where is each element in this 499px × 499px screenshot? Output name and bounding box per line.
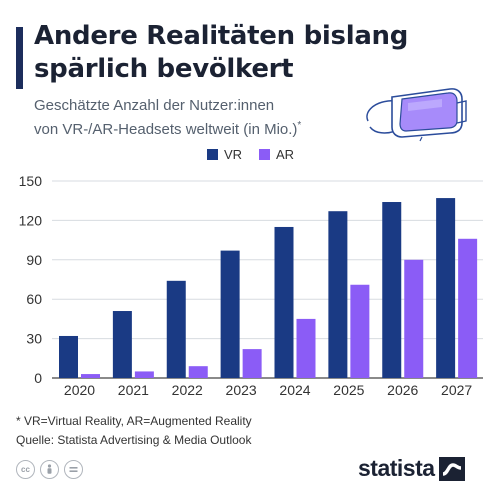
bar-vr bbox=[328, 211, 348, 378]
legend-item-ar: AR bbox=[259, 147, 294, 162]
bar-vr bbox=[274, 226, 294, 378]
legend-item-vr: VR bbox=[207, 147, 242, 162]
subtitle-line-1: Geschätzte Anzahl der Nutzer:innen bbox=[34, 97, 275, 114]
y-tick-label: 150 bbox=[19, 173, 43, 189]
x-tick-label: 2021 bbox=[118, 382, 149, 398]
vr-headset-illustration-icon bbox=[366, 88, 467, 142]
statista-logo[interactable]: statista bbox=[358, 455, 465, 482]
bar-vr bbox=[436, 198, 456, 378]
y-tick-label: 90 bbox=[26, 252, 42, 268]
bar-ar bbox=[350, 284, 370, 378]
footnote-block: * VR=Virtual Reality, AR=Augmented Reali… bbox=[16, 412, 252, 450]
bar-vr bbox=[220, 250, 240, 378]
title-line-2: spärlich bevölkert bbox=[34, 54, 294, 84]
legend-label-ar: AR bbox=[276, 147, 295, 162]
bar-ar bbox=[188, 366, 208, 378]
x-tick-label: 2026 bbox=[387, 382, 418, 398]
legend-swatch-vr bbox=[207, 149, 218, 160]
license-icons: cc bbox=[16, 460, 88, 479]
footnote-text: * VR=Virtual Reality, AR=Augmented Reali… bbox=[16, 414, 252, 428]
y-tick-label: 60 bbox=[26, 291, 42, 307]
bar-vr bbox=[112, 311, 132, 378]
cc-icon[interactable]: cc bbox=[16, 460, 35, 479]
x-tick-label: 2024 bbox=[279, 382, 310, 398]
attribution-icon[interactable] bbox=[40, 460, 59, 479]
no-derivatives-icon[interactable] bbox=[64, 460, 83, 479]
x-tick-label: 2027 bbox=[441, 382, 472, 398]
bar-ar bbox=[404, 259, 424, 378]
x-tick-label: 2023 bbox=[226, 382, 257, 398]
bar-ar bbox=[134, 371, 154, 378]
y-tick-label: 30 bbox=[26, 331, 42, 347]
bar-vr bbox=[382, 202, 402, 378]
bar-vr bbox=[59, 335, 78, 378]
bar-ar bbox=[81, 374, 100, 378]
title-accent-bar bbox=[16, 27, 23, 89]
logo-wordmark: statista bbox=[358, 455, 435, 481]
bar-ar bbox=[296, 318, 316, 378]
title-line-1: Andere Realitäten bislang bbox=[34, 21, 409, 51]
subtitle-footnote-mark: * bbox=[297, 120, 302, 131]
bar-ar bbox=[458, 238, 478, 378]
x-tick-label: 2020 bbox=[64, 382, 95, 398]
bar-ar bbox=[242, 349, 262, 378]
chart-subtitle: Geschätzte Anzahl der Nutzer:innen von V… bbox=[34, 96, 364, 140]
y-tick-label: 0 bbox=[34, 370, 42, 386]
bar-chart: 0 30 60 90 120 150 2020 2021 2022 2023 2024 2025 202… bbox=[19, 173, 483, 398]
bar-vr bbox=[166, 280, 186, 378]
x-tick-label: 2022 bbox=[172, 382, 203, 398]
statista-logo-icon bbox=[438, 456, 465, 481]
x-tick-label: 2025 bbox=[333, 382, 364, 398]
chart-legend: VR AR bbox=[0, 147, 499, 167]
legend-swatch-ar bbox=[259, 149, 270, 160]
chart-title: Andere Realitäten bislang spärlich bevöl… bbox=[34, 20, 434, 86]
y-tick-label: 120 bbox=[19, 212, 43, 228]
subtitle-line-2: von VR-/AR-Headsets weltweit (in Mio.) bbox=[34, 121, 298, 138]
source-text: Quelle: Statista Advertising & Media Out… bbox=[16, 433, 252, 447]
legend-label-vr: VR bbox=[224, 147, 243, 162]
